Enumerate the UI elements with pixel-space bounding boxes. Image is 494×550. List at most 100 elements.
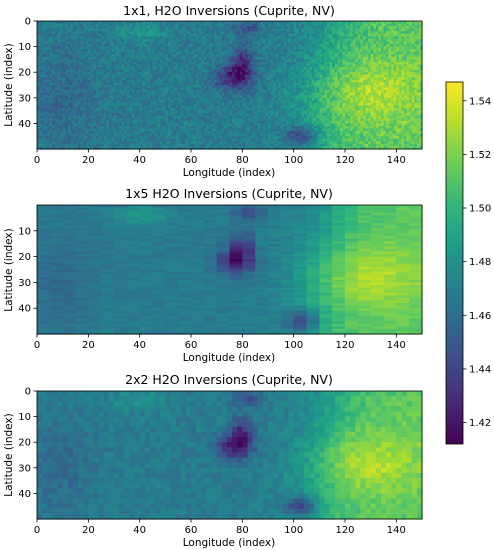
heatmap-cell: [311, 74, 315, 78]
heatmap-cell: [170, 97, 174, 101]
heatmap-cell: [96, 41, 100, 45]
heatmap-cell: [406, 74, 410, 78]
heatmap-cell: [319, 102, 323, 107]
heatmap-cell: [257, 77, 261, 81]
heatmap-cell: [57, 54, 61, 58]
heatmap-cell: [111, 26, 115, 30]
heatmap-cell: [250, 92, 254, 96]
heatmap-cell: [155, 38, 159, 43]
heatmap-cell: [52, 23, 56, 27]
heatmap-cell: [350, 79, 354, 84]
heatmap-cell: [106, 28, 110, 32]
heatmap-cell: [221, 41, 225, 45]
heatmap-cell: [255, 38, 259, 43]
heatmap-cell: [75, 69, 79, 73]
heatmap-cell: [42, 46, 46, 50]
heatmap-cell: [365, 33, 369, 37]
heatmap-cell: [324, 90, 328, 94]
heatmap-cell: [93, 100, 97, 104]
heatmap-cell: [160, 87, 164, 91]
heatmap-cell: [334, 64, 338, 68]
heatmap-cell: [180, 59, 184, 63]
heatmap-cell: [175, 97, 179, 101]
heatmap-cell: [342, 46, 346, 50]
heatmap-cell: [329, 21, 333, 25]
heatmap-cell: [203, 87, 207, 91]
heatmap-cell: [201, 87, 205, 91]
heatmap-cell: [54, 64, 59, 68]
heatmap-cell: [119, 41, 123, 45]
heatmap-cell: [386, 36, 390, 40]
heatmap-cell: [160, 56, 164, 60]
heatmap-cell: [401, 102, 405, 107]
heatmap-cell: [98, 77, 102, 81]
heatmap-cell: [221, 51, 225, 55]
heatmap-cell: [216, 95, 220, 99]
heatmap-cell: [388, 64, 392, 68]
heatmap-cell: [54, 44, 59, 48]
heatmap-cell: [339, 100, 344, 104]
heatmap-cell: [103, 72, 107, 76]
heatmap-cell: [49, 28, 53, 32]
heatmap-cell: [362, 38, 367, 43]
heatmap-cell: [139, 92, 143, 96]
heatmap-cell: [162, 82, 166, 86]
heatmap-cell: [303, 61, 308, 66]
heatmap-cell: [57, 41, 61, 45]
heatmap-cell: [365, 64, 369, 68]
heatmap-cell: [278, 33, 282, 37]
heatmap-cell: [327, 69, 331, 73]
heatmap-cell: [149, 100, 154, 104]
heatmap-cell: [273, 31, 277, 35]
heatmap-cell: [378, 44, 382, 48]
heatmap-cell: [88, 97, 92, 101]
heatmap-cell: [298, 79, 302, 84]
heatmap-cell: [383, 44, 387, 48]
heatmap-cell: [178, 49, 182, 53]
heatmap-cell: [232, 67, 236, 71]
heatmap-cell: [362, 31, 367, 35]
heatmap-cell: [90, 41, 95, 45]
heatmap-cell: [144, 87, 148, 91]
heatmap-cell: [131, 85, 136, 89]
heatmap-cell: [206, 92, 210, 96]
heatmap-cell: [137, 59, 141, 63]
heatmap-cell: [224, 82, 228, 86]
heatmap-cell: [386, 28, 390, 32]
heatmap-cell: [355, 77, 359, 81]
heatmap-cell: [147, 64, 151, 68]
heatmap-cell: [252, 82, 256, 86]
heatmap-cell: [85, 74, 89, 78]
heatmap-cell: [362, 69, 367, 73]
heatmap-cell: [398, 59, 403, 63]
heatmap-cell: [357, 97, 361, 101]
heatmap-cell: [62, 79, 66, 84]
heatmap-cell: [134, 69, 138, 73]
heatmap-cell: [257, 74, 261, 78]
heatmap-cell: [37, 79, 41, 84]
heatmap-cell: [391, 95, 395, 99]
heatmap-cell: [142, 61, 146, 66]
heatmap-cell: [370, 87, 374, 91]
heatmap-cell: [155, 90, 159, 94]
heatmap-cell: [42, 90, 46, 94]
heatmap-cell: [129, 28, 133, 32]
heatmap-cell: [404, 49, 408, 53]
heatmap-cell: [72, 31, 77, 35]
heatmap-cell: [142, 31, 146, 35]
heatmap-cell: [70, 87, 74, 91]
heatmap-cell: [255, 64, 259, 68]
heatmap-cell: [42, 61, 46, 66]
heatmap-cell: [101, 95, 105, 99]
heatmap-cell: [311, 82, 315, 86]
heatmap-cell: [129, 67, 133, 71]
heatmap-cell: [221, 72, 225, 76]
heatmap-cell: [280, 97, 284, 101]
heatmap-cell: [321, 41, 326, 45]
heatmap-cell: [144, 85, 148, 89]
heatmap-cell: [398, 61, 403, 66]
heatmap-cell: [175, 54, 179, 58]
heatmap-cell: [265, 67, 269, 71]
heatmap-cell: [255, 100, 259, 104]
heatmap-cell: [114, 90, 118, 94]
